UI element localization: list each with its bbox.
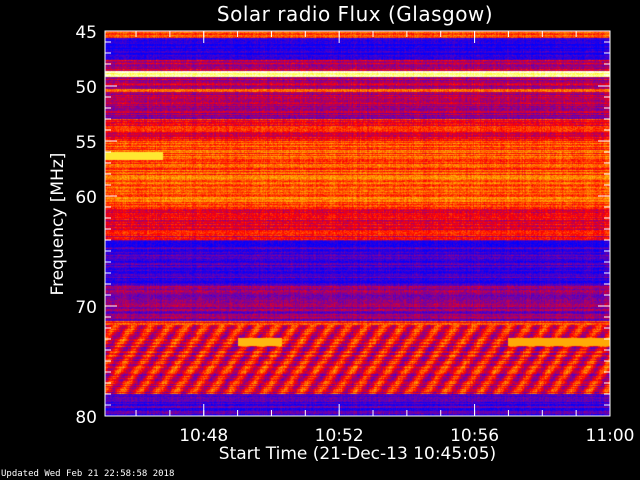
spectrogram-heatmap [105, 31, 610, 416]
y-axis-label: Frequency [MHz] [48, 152, 68, 296]
x-tick-label: 10:52 [315, 426, 364, 446]
x-tick-label: 10:56 [450, 426, 499, 446]
y-tick-label: 55 [75, 133, 97, 153]
x-axis-label: Start Time (21-Dec-13 10:45:05) [218, 444, 497, 464]
y-tick-label: 50 [75, 78, 97, 98]
x-tick-label: 10:48 [179, 426, 228, 446]
y-tick-label: 80 [75, 408, 97, 428]
y-tick-label: 45 [75, 23, 97, 43]
y-tick-label: 70 [75, 298, 97, 318]
x-tick-label: 11:00 [586, 426, 635, 446]
updated-timestamp: Updated Wed Feb 21 22:58:58 2018 [1, 469, 175, 479]
plot-frame [104, 30, 611, 417]
chart-title: Solar radio Flux (Glasgow) [216, 2, 494, 26]
y-tick-label: 60 [75, 188, 97, 208]
